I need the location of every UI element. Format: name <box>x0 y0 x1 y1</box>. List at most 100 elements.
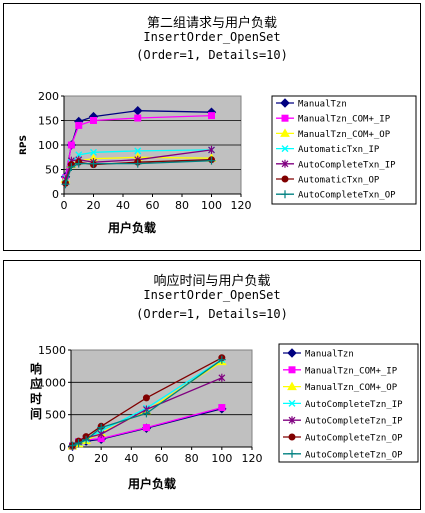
legend-entry: AutoCompleteTzn_IP <box>283 400 403 410</box>
legend-entry: AutoCompleteTxn_OP <box>276 190 396 201</box>
series-7 <box>68 355 226 450</box>
x-tick-label: 20 <box>94 452 108 465</box>
data-point <box>208 112 215 120</box>
chart-title: 第二组请求与用户负载 <box>146 16 277 31</box>
x-axis-label: 用户负载 <box>127 476 176 491</box>
legend-entry: AutoCompleteTzn_OP <box>283 433 403 444</box>
x-tick-label: 80 <box>185 452 199 465</box>
data-point <box>97 423 106 432</box>
y-tick-label: 50 <box>45 164 59 177</box>
chart-subtitle: InsertOrder_OpenSet <box>143 30 281 44</box>
y-tick-label: 100 <box>38 139 59 152</box>
data-point <box>75 151 83 159</box>
legend-entry: ManualTzn_COM+_OP <box>283 381 398 393</box>
legend-entry: AutomaticTxn_IP <box>276 145 380 155</box>
rps-chart-svg: 0 50 100 150 200 0 20 40 60 80 100 120 用户负载 RPS Manual… <box>19 90 417 235</box>
legend-label: ManualTzn <box>298 100 347 110</box>
legend-box <box>271 95 417 205</box>
x-tick-label: 60 <box>146 199 160 212</box>
data-point <box>134 114 142 122</box>
legend: ManualTzn ManualTzn_COM+_IP ManualTzn_COM+… <box>271 95 417 205</box>
legend-entry: AutoCompleteTzn_OP <box>283 449 403 460</box>
rps-chart-panel: 第二组请求与用户负载 InsertOrder_OpenSet (Order=1,… <box>3 3 421 251</box>
legend-label: AutoCompleteTzn_OP <box>305 434 403 444</box>
response-time-chart-svg: 0 500 1000 1500 0 20 40 60 80 100 120 用户负载 响应时间 Manua… <box>30 343 419 491</box>
series-7 <box>61 156 216 189</box>
legend-entry: AutoCompleteTzn_IP <box>283 416 403 427</box>
legend-marker <box>288 416 296 425</box>
legend-label: AutomaticTxn_IP <box>298 145 380 155</box>
data-point <box>89 159 98 168</box>
chart-title: 响应时间与用户负载 <box>153 274 271 289</box>
legend-box <box>278 343 419 463</box>
legend-label: ManualTzn <box>305 350 354 360</box>
legend-marker <box>281 190 289 199</box>
data-point <box>134 147 142 155</box>
legend-marker <box>288 449 296 458</box>
legend-entry: AutoCompleteTxn_IP <box>276 159 396 170</box>
data-point <box>61 180 70 189</box>
x-tick-label: 60 <box>155 452 169 465</box>
x-tick-label: 120 <box>231 199 252 212</box>
x-tick-label: 40 <box>116 199 130 212</box>
legend-marker <box>288 433 296 441</box>
legend: ManualTzn ManualTzn_COM+_IP ManualTzn_COM+… <box>278 343 419 463</box>
legend-label: ManualTzn_COM+_OP <box>298 130 391 140</box>
x-tick-label: 0 <box>68 452 75 465</box>
legend-entry: AutomaticTxn_OP <box>276 175 380 186</box>
x-tick-label: 80 <box>175 199 189 212</box>
data-point <box>142 409 151 418</box>
y-axis-label: RPS <box>19 135 29 155</box>
data-point <box>75 121 83 129</box>
x-tick-label: 100 <box>211 452 232 465</box>
legend-entry: ManualTzn <box>283 348 354 360</box>
legend-marker <box>288 399 296 407</box>
data-point <box>82 435 91 444</box>
data-point <box>207 156 216 165</box>
legend-entry: ManualTzn_COM+_OP <box>276 128 391 140</box>
legend-marker <box>280 98 290 108</box>
chart-subtitle-params: (Order=1, Details=10) <box>136 307 288 321</box>
data-point <box>208 145 215 154</box>
y-tick-label: 0 <box>59 441 66 454</box>
data-point <box>67 141 75 149</box>
data-point <box>142 394 150 402</box>
legend-label: AutoCompleteTxn_OP <box>298 191 396 201</box>
data-point <box>133 159 142 168</box>
response-time-chart-panel: 响应时间与用户负载 InsertOrder_OpenSet (Order=1, … <box>3 260 421 510</box>
x-tick-label: 20 <box>87 199 101 212</box>
legend-marker <box>281 145 289 153</box>
legend-entry: ManualTzn <box>276 98 347 110</box>
x-axis-label: 用户负载 <box>107 220 156 235</box>
legend-entry: ManualTzn_COM+_IP <box>276 114 391 125</box>
data-point <box>74 439 83 448</box>
series-line <box>64 160 212 185</box>
data-point <box>68 441 77 450</box>
y-tick-label: 1000 <box>38 376 66 389</box>
x-tick-label: 0 <box>61 199 68 212</box>
data-point <box>217 355 226 364</box>
y-tick-label: 500 <box>45 409 66 422</box>
legend-entry: ManualTzn_COM+_IP <box>283 366 398 376</box>
legend-label: AutoCompleteTzn_IP <box>305 400 403 410</box>
x-tick-label: 120 <box>242 452 263 465</box>
legend-marker <box>287 348 297 358</box>
data-point <box>142 424 150 432</box>
y-tick-label: 200 <box>38 90 59 103</box>
legend-marker <box>281 175 289 183</box>
y-tick-label: 1500 <box>38 344 66 357</box>
y-tick-label: 150 <box>38 115 59 128</box>
legend-label: ManualTzn_COM+_OP <box>305 383 398 393</box>
legend-marker <box>281 114 289 122</box>
legend-label: AutoCompleteTzn_OP <box>305 450 403 460</box>
y-tick-label: 0 <box>52 188 59 201</box>
y-axis-label: 响应时间 <box>30 361 42 421</box>
data-point <box>67 163 76 172</box>
legend-marker <box>287 381 297 391</box>
legend-marker <box>281 159 289 168</box>
data-point <box>218 404 226 412</box>
data-point <box>90 117 97 124</box>
chart-subtitle-params: (Order=1, Details=10) <box>136 48 288 62</box>
data-point <box>90 148 97 156</box>
legend-label: AutoCompleteTzn_IP <box>305 417 403 427</box>
